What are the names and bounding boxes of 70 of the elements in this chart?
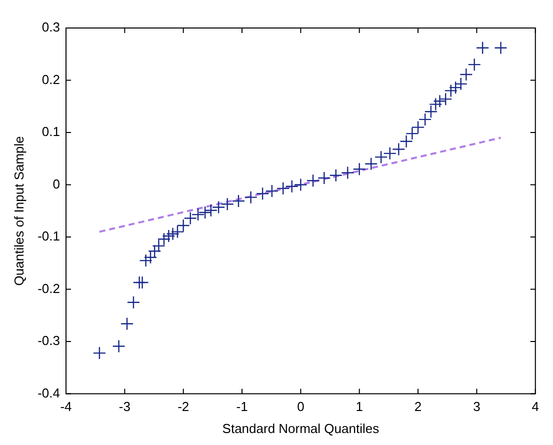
point xyxy=(148,244,162,258)
point xyxy=(364,157,378,170)
y-tick-label: 0.3 xyxy=(42,20,60,35)
y-tick-label: -0.3 xyxy=(38,333,60,348)
point xyxy=(418,112,432,126)
point xyxy=(166,227,180,240)
x-tick-label: -3 xyxy=(118,399,130,414)
point xyxy=(170,225,184,238)
y-tick-label: -0.4 xyxy=(38,385,60,400)
x-axis-title: Standard Normal Quantiles xyxy=(222,420,380,436)
point xyxy=(220,198,234,211)
y-tick-label: -0.1 xyxy=(38,228,60,244)
point xyxy=(411,120,425,134)
y-tick-label: 0.2 xyxy=(42,72,60,87)
point xyxy=(198,206,212,220)
point xyxy=(468,58,481,72)
x-tick-label: -1 xyxy=(236,399,248,414)
point xyxy=(120,317,134,330)
point xyxy=(329,168,342,182)
point xyxy=(191,208,205,222)
y-tick-label: 0.1 xyxy=(42,124,60,140)
point xyxy=(232,194,246,208)
point xyxy=(244,190,258,204)
point xyxy=(341,166,354,180)
x-tick-label: 1 xyxy=(356,399,363,414)
point xyxy=(392,142,406,156)
point xyxy=(112,340,126,353)
point xyxy=(126,296,140,309)
point xyxy=(285,180,298,193)
x-tick-label: 0 xyxy=(297,399,304,414)
point xyxy=(152,239,166,253)
y-tick-label: 0 xyxy=(52,176,60,192)
point xyxy=(433,94,446,108)
point xyxy=(424,105,438,118)
point xyxy=(204,204,218,217)
point xyxy=(176,218,190,232)
point xyxy=(444,84,458,98)
point xyxy=(162,229,176,243)
point xyxy=(276,182,290,196)
point xyxy=(494,41,508,54)
point xyxy=(144,250,158,264)
point xyxy=(184,212,197,225)
point xyxy=(383,146,396,160)
point xyxy=(157,232,171,246)
point xyxy=(92,346,106,360)
point xyxy=(136,276,149,290)
point xyxy=(400,134,413,148)
point xyxy=(265,184,279,198)
point xyxy=(139,254,152,268)
point xyxy=(406,126,419,140)
y-axis-title: Quantiles of Input Sample xyxy=(11,136,26,286)
x-tick-label: 2 xyxy=(414,399,422,414)
point xyxy=(448,80,462,94)
point xyxy=(374,150,388,164)
point xyxy=(460,68,473,82)
point xyxy=(352,162,366,176)
point xyxy=(294,178,308,192)
x-tick-label: 4 xyxy=(532,399,539,414)
x-tick-label: -2 xyxy=(178,399,190,414)
x-tick-label: 3 xyxy=(473,399,480,414)
point xyxy=(256,187,270,200)
x-tick-label: -4 xyxy=(60,399,72,414)
y-tick-label: -0.2 xyxy=(38,280,60,296)
point xyxy=(306,174,320,188)
point xyxy=(439,92,452,106)
point xyxy=(476,41,490,54)
point xyxy=(318,171,331,185)
point xyxy=(454,77,468,91)
point xyxy=(212,200,226,214)
point xyxy=(429,98,442,111)
